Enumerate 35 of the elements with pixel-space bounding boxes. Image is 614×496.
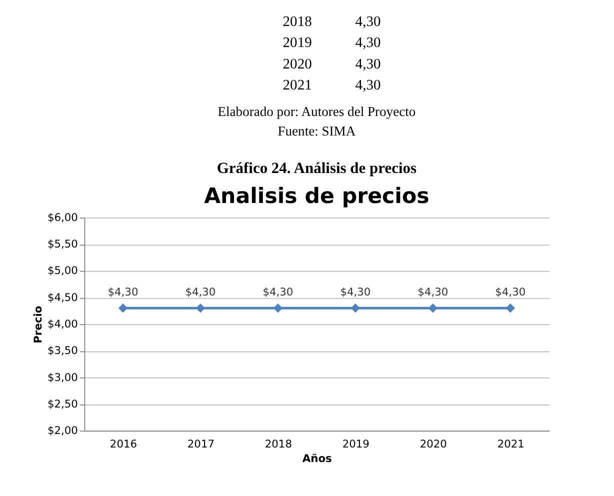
x-tick-label: 2020 (420, 438, 448, 451)
source-note: Fuente: SIMA (278, 123, 356, 138)
text: 2019 (282, 35, 312, 52)
text: 4,30 (355, 56, 381, 72)
text: Elaborado por: Autores del Proyecto (218, 104, 416, 119)
data-label: $4,30 (495, 286, 526, 299)
data-label: $4,30 (340, 286, 371, 299)
y-tick-label: $5,00 (47, 264, 78, 278)
x-tick-label: 2016 (110, 438, 138, 451)
y-tick-label: $5,50 (47, 238, 78, 251)
text: 2021 (282, 78, 312, 94)
y-tick-label: $2,50 (47, 397, 78, 410)
x-tick-label: 2017 (187, 438, 214, 451)
text: 2018 (282, 14, 312, 30)
data-label: $4,30 (262, 286, 294, 299)
y-tick-label: $3,00 (47, 370, 78, 384)
y-tick-label: $4,00 (47, 318, 78, 331)
text: 4,30 (355, 78, 381, 94)
x-tick-label: 2021 (497, 438, 524, 451)
data-label: $4,30 (185, 286, 216, 299)
y-axis-title: Precio (32, 306, 45, 344)
text: 2020 (282, 56, 312, 72)
data-label: $4,30 (418, 286, 448, 299)
y-tick-label: $4,50 (47, 290, 78, 304)
y-tick-label: $6,00 (47, 210, 78, 224)
y-tick-label: $2,00 (47, 424, 78, 438)
x-axis-title: Años (302, 452, 332, 466)
y-tick-label: $3,50 (47, 344, 78, 358)
data-label: $4,30 (108, 286, 138, 299)
chart-title: Analisis de precios (204, 184, 430, 210)
x-tick-label: 2018 (264, 438, 292, 451)
text: Gráfico 24. Análisis de precios (216, 160, 417, 178)
text: 4,30 (355, 14, 381, 30)
text: 4,30 (355, 35, 381, 52)
x-tick-label: 2019 (342, 438, 370, 451)
